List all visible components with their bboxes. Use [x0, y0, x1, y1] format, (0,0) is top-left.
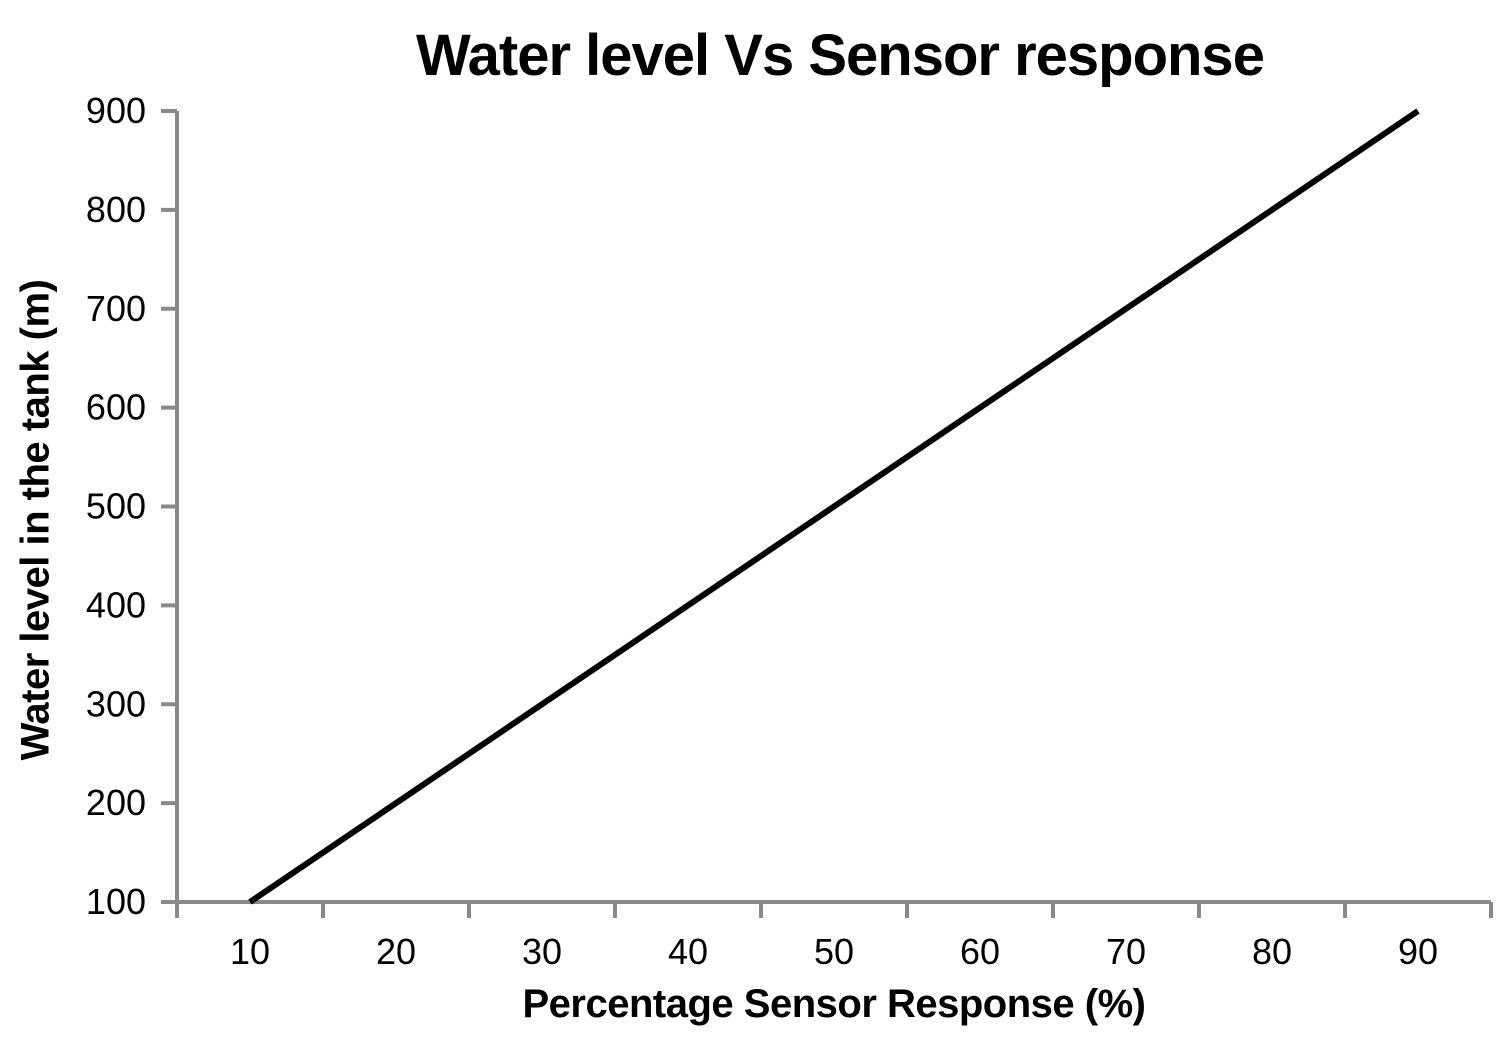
- y-axis-tick-label: 300: [86, 683, 146, 724]
- x-axis-tick-label: 40: [668, 931, 708, 972]
- x-axis-tick-label: 10: [230, 931, 270, 972]
- y-axis-tick-label: 900: [86, 90, 146, 131]
- x-axis-tick-label: 50: [814, 931, 854, 972]
- x-axis-tick-label: 30: [522, 931, 562, 972]
- data-line-series: [248, 108, 1420, 905]
- x-axis-tick-label: 80: [1252, 931, 1292, 972]
- y-axis-tick-label: 700: [86, 288, 146, 329]
- x-axis-tick-label: 60: [960, 931, 1000, 972]
- x-axis-title: Percentage Sensor Response (%): [522, 982, 1147, 1026]
- y-axis-tick-label: 100: [86, 881, 146, 922]
- y-axis-tick-label: 600: [86, 387, 146, 428]
- y-axis-tick-label: 500: [86, 486, 146, 527]
- x-axis-tick-label: 90: [1398, 931, 1438, 972]
- y-axis-tick-label: 400: [86, 584, 146, 625]
- y-axis-tick-label: 800: [86, 189, 146, 230]
- x-axis-tick-label: 20: [376, 931, 416, 972]
- chart-title: Water level Vs Sensor response: [416, 23, 1265, 88]
- y-axis-tick-label: 200: [86, 782, 146, 823]
- x-axis-tick-label: 70: [1106, 931, 1146, 972]
- y-axis-title: Water level in the tank (m): [13, 279, 58, 761]
